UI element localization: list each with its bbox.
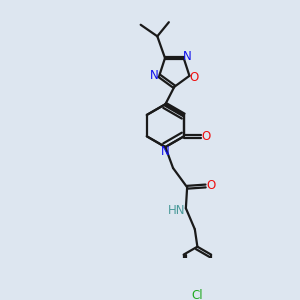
Text: HN: HN <box>168 204 186 217</box>
Text: O: O <box>189 70 199 84</box>
Text: N: N <box>150 69 159 82</box>
Text: Cl: Cl <box>192 290 203 300</box>
Text: N: N <box>183 50 192 63</box>
Text: N: N <box>161 145 170 158</box>
Text: O: O <box>207 179 216 193</box>
Text: O: O <box>202 130 211 143</box>
